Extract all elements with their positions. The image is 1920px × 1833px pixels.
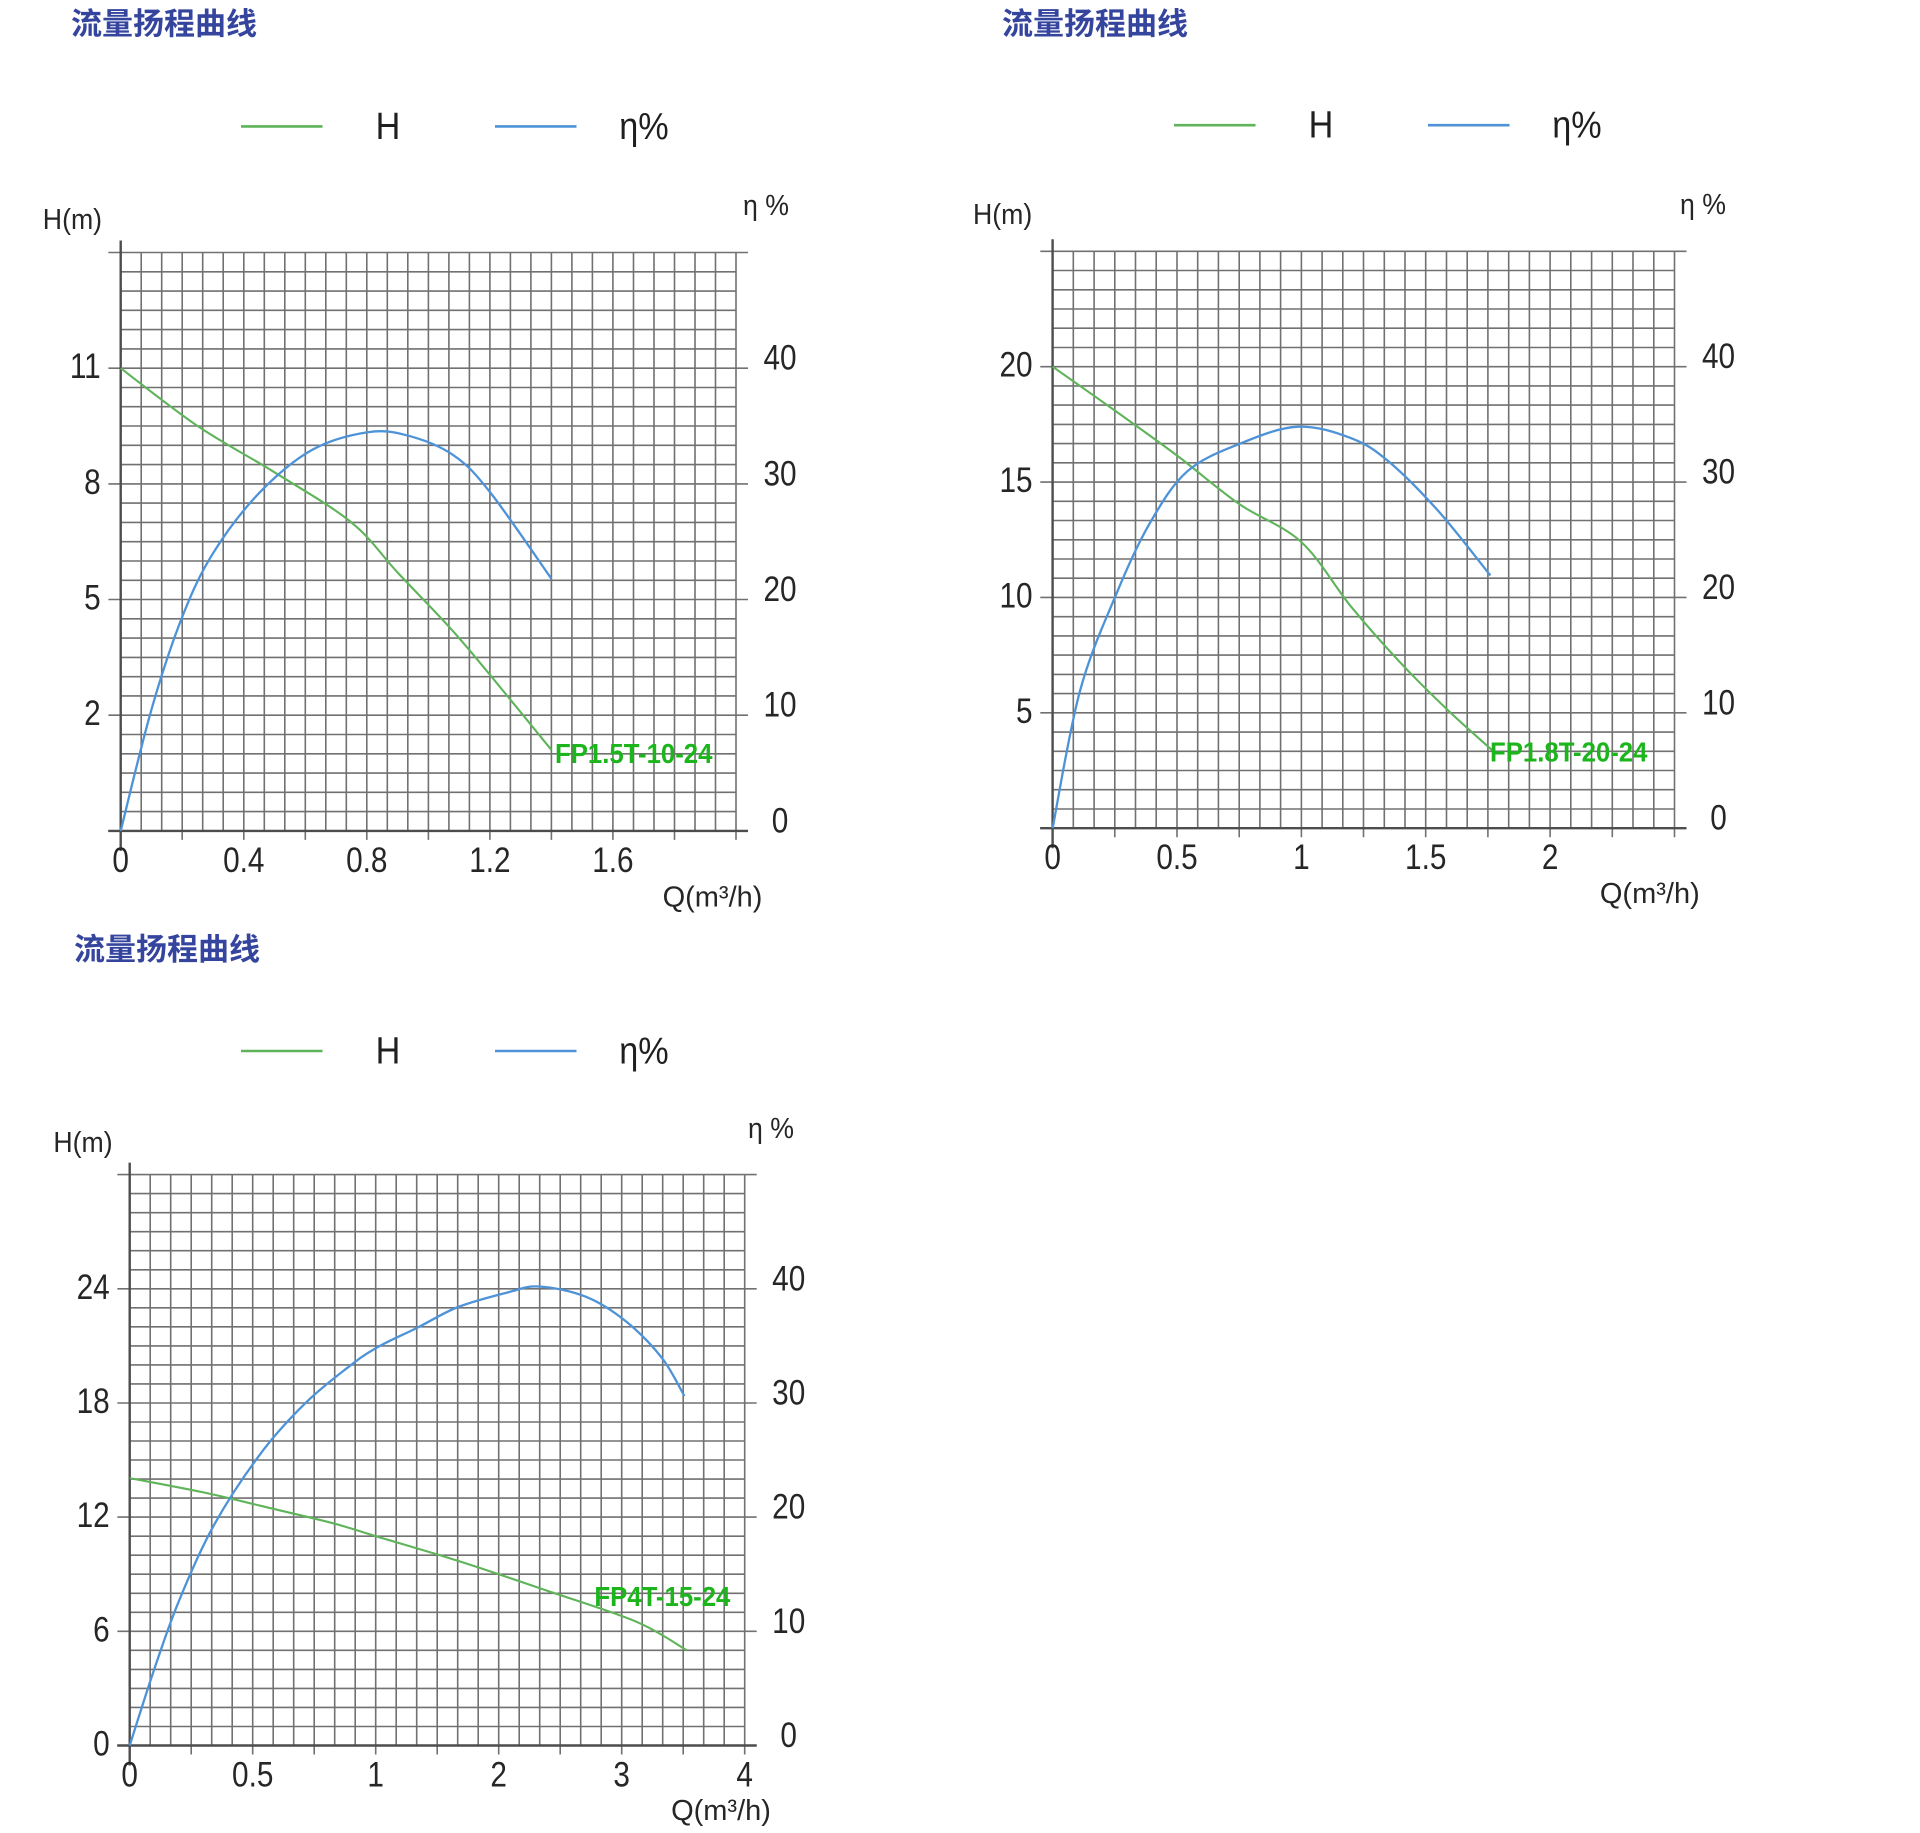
svg-text:20: 20: [763, 570, 796, 609]
svg-text:2: 2: [84, 694, 101, 733]
svg-text:η %: η %: [743, 189, 789, 221]
svg-text:0.5: 0.5: [232, 1755, 273, 1794]
svg-text:FP1.5T-10-24: FP1.5T-10-24: [555, 738, 712, 769]
svg-text:2: 2: [1542, 838, 1559, 877]
svg-text:0: 0: [1044, 838, 1061, 877]
svg-text:40: 40: [772, 1259, 805, 1298]
svg-text:0: 0: [112, 841, 129, 880]
svg-text:1: 1: [1293, 838, 1310, 877]
svg-text:1.6: 1.6: [592, 841, 633, 880]
svg-text:30: 30: [1702, 452, 1735, 491]
svg-text:0.5: 0.5: [1156, 838, 1197, 877]
svg-text:H: H: [1309, 103, 1334, 146]
svg-text:3: 3: [613, 1755, 630, 1794]
svg-text:10: 10: [1702, 683, 1735, 722]
svg-text:0: 0: [1710, 798, 1727, 837]
svg-text:η %: η %: [1680, 188, 1726, 220]
svg-text:0: 0: [93, 1724, 110, 1763]
svg-text:40: 40: [1702, 337, 1735, 376]
svg-text:10: 10: [1000, 576, 1033, 615]
svg-text:FP4T-15-24: FP4T-15-24: [594, 1581, 730, 1612]
svg-text:11: 11: [70, 347, 101, 386]
svg-text:40: 40: [763, 338, 796, 377]
svg-text:15: 15: [1000, 461, 1033, 500]
svg-text:H(m): H(m): [973, 198, 1032, 230]
svg-text:8: 8: [84, 463, 101, 502]
svg-text:6: 6: [93, 1610, 110, 1649]
svg-text:0.8: 0.8: [346, 841, 387, 880]
svg-text:2: 2: [490, 1755, 507, 1794]
svg-text:η%: η%: [619, 1029, 668, 1072]
svg-text:0: 0: [780, 1716, 797, 1755]
svg-text:0: 0: [772, 801, 789, 840]
svg-text:η %: η %: [748, 1112, 794, 1144]
svg-text:5: 5: [1016, 692, 1033, 731]
svg-text:5: 5: [84, 578, 101, 617]
svg-text:1.5: 1.5: [1405, 838, 1446, 877]
svg-text:H: H: [376, 1029, 401, 1072]
svg-text:20: 20: [1702, 568, 1735, 607]
svg-text:1.2: 1.2: [469, 841, 510, 880]
svg-text:Q(m³/h): Q(m³/h): [671, 1795, 771, 1827]
svg-text:H(m): H(m): [43, 203, 102, 235]
svg-text:18: 18: [77, 1382, 110, 1421]
svg-text:12: 12: [77, 1496, 110, 1535]
svg-text:H: H: [376, 104, 401, 147]
svg-text:0.4: 0.4: [223, 841, 264, 880]
svg-text:0: 0: [121, 1755, 138, 1794]
svg-text:FP1.8T-20-24: FP1.8T-20-24: [1490, 737, 1647, 768]
svg-text:Q(m³/h): Q(m³/h): [663, 882, 763, 914]
svg-text:η%: η%: [1552, 103, 1601, 146]
svg-text:Q(m³/h): Q(m³/h): [1600, 878, 1700, 910]
svg-text:20: 20: [1000, 345, 1033, 384]
svg-text:1: 1: [367, 1755, 384, 1794]
svg-text:10: 10: [763, 685, 796, 724]
svg-text:30: 30: [763, 454, 796, 493]
svg-text:4: 4: [736, 1755, 753, 1794]
svg-text:30: 30: [772, 1373, 805, 1412]
svg-text:10: 10: [772, 1602, 805, 1641]
svg-text:24: 24: [77, 1268, 110, 1307]
svg-text:H(m): H(m): [53, 1126, 112, 1158]
svg-text:20: 20: [772, 1487, 805, 1526]
svg-text:η%: η%: [619, 104, 668, 147]
